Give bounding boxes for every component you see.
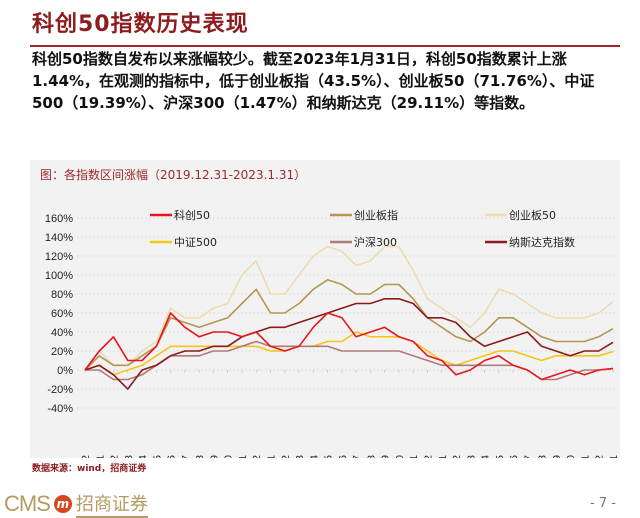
title-divider bbox=[30, 45, 620, 47]
x-tick-label: 2021-07 bbox=[351, 455, 363, 458]
x-tick-label: 2020-09 bbox=[208, 455, 220, 458]
x-tick-label: 2020-10 bbox=[223, 455, 235, 458]
y-tick-label: 40% bbox=[51, 327, 73, 339]
x-tick-label: 2023-01 bbox=[608, 455, 620, 458]
series-line-4 bbox=[84, 331, 614, 376]
legend-label: 纳斯达克指数 bbox=[509, 235, 575, 249]
x-tick-label: 2021-05 bbox=[323, 455, 335, 458]
y-tick-label: 160% bbox=[45, 213, 73, 225]
legend-label: 创业板指 bbox=[354, 208, 398, 222]
x-tick-label: 2021-10 bbox=[394, 455, 406, 458]
chart-panel: 160% 140% 120% 100% 80% 60% 40% 20% 0% -20% -40% 20… bbox=[30, 160, 620, 458]
y-tick-label: -20% bbox=[47, 384, 73, 396]
x-tick-label: 2021-02 bbox=[280, 455, 292, 458]
x-tick-label: 2022-05 bbox=[494, 455, 506, 458]
logo-badge-icon: m bbox=[53, 495, 72, 513]
x-tick-label: 2019-12 bbox=[80, 455, 92, 458]
x-tick-label: 2021-11 bbox=[408, 455, 420, 458]
chart-title: 图：各指数区间涨幅（2019.12.31-2023.1.31） bbox=[40, 168, 307, 182]
x-tick-label: 2020-04 bbox=[137, 455, 149, 458]
x-tick-label: 2020-12 bbox=[251, 455, 263, 458]
series-line-1 bbox=[84, 312, 614, 381]
x-tick-label: 2022-08 bbox=[537, 455, 549, 458]
series-line-6 bbox=[84, 298, 614, 390]
series-line-3 bbox=[84, 245, 614, 371]
y-tick-label: -40% bbox=[47, 403, 73, 415]
y-tick-label: 60% bbox=[51, 308, 73, 320]
x-tick-label: 2021-08 bbox=[365, 455, 377, 458]
legend-label: 中证500 bbox=[174, 236, 217, 249]
x-tick-label: 2022-03 bbox=[465, 455, 477, 458]
y-tick-label: 120% bbox=[45, 251, 73, 263]
y-tick-label: 140% bbox=[45, 232, 73, 244]
y-tick-label: 80% bbox=[51, 289, 73, 301]
x-tick-label: 2022-06 bbox=[508, 455, 520, 458]
x-tick-label: 2022-04 bbox=[480, 455, 492, 458]
x-tick-label: 2022-01 bbox=[437, 455, 449, 458]
body-text: 科创50指数自发布以来涨幅较少。截至2023年1月31日，科创50指数累计上涨1… bbox=[32, 50, 595, 112]
x-tick-label: 2022-11 bbox=[579, 455, 591, 458]
x-tick-label: 2020-05 bbox=[151, 455, 163, 458]
y-tick-label: 100% bbox=[45, 270, 73, 282]
legend-label: 创业板50 bbox=[509, 208, 556, 222]
page-title: 科创50指数历史表现 bbox=[32, 12, 249, 37]
x-tick-label: 2020-01 bbox=[94, 455, 106, 458]
page-number: - 7 - bbox=[590, 496, 616, 511]
x-tick-label: 2022-12 bbox=[594, 455, 606, 458]
x-tick-label: 2021-09 bbox=[380, 455, 392, 458]
x-tick-label: 2021-06 bbox=[337, 455, 349, 458]
logo-cn: 招商证券 bbox=[75, 490, 148, 518]
x-tick-label: 2020-06 bbox=[166, 455, 178, 458]
x-tick-label: 2021-04 bbox=[308, 455, 320, 458]
x-tick-label: 2021-03 bbox=[294, 455, 306, 458]
company-logo: CMS m 招商证券 bbox=[4, 490, 148, 518]
series-line-2 bbox=[84, 279, 614, 371]
x-tick-label: 2021-01 bbox=[266, 455, 278, 458]
logo-text: CMS bbox=[4, 491, 51, 516]
x-tick-label: 2020-07 bbox=[180, 455, 192, 458]
x-tick-label: 2022-02 bbox=[451, 455, 463, 458]
x-tick-label: 2020-11 bbox=[237, 455, 249, 458]
x-tick-label: 2020-02 bbox=[109, 455, 121, 458]
x-tick-label: 2022-10 bbox=[565, 455, 577, 458]
y-tick-label: 20% bbox=[51, 346, 73, 358]
line-chart: 160% 140% 120% 100% 80% 60% 40% 20% 0% -20% -40% 20… bbox=[45, 208, 620, 458]
x-tick-label: 2020-03 bbox=[123, 455, 135, 458]
x-tick-label: 2022-07 bbox=[522, 455, 534, 458]
legend-label: 沪深300 bbox=[354, 235, 397, 249]
data-source: 数据来源：wind，招商证券 bbox=[32, 464, 147, 474]
y-tick-label: 0% bbox=[57, 365, 73, 377]
x-tick-label: 2020-08 bbox=[194, 455, 206, 458]
x-tick-label: 2022-09 bbox=[551, 455, 563, 458]
x-tick-label: 2021-12 bbox=[422, 455, 434, 458]
legend-label: 科创50 bbox=[174, 208, 210, 222]
